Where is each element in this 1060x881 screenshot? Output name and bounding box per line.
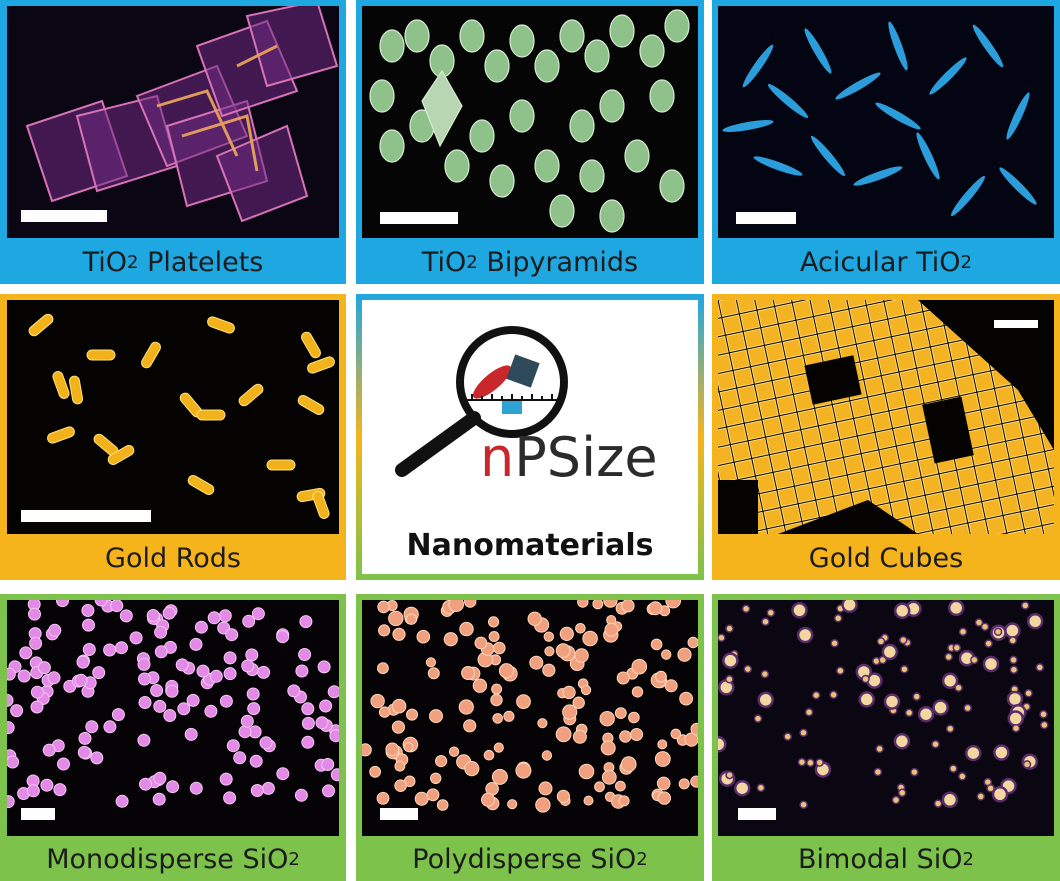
bimodal-graphic <box>718 600 1054 836</box>
platelets-graphic <box>7 6 339 238</box>
scale-bar <box>736 212 796 224</box>
scale-bar <box>21 808 55 820</box>
brand-title: Nanomaterials <box>406 528 654 563</box>
label-acicular-tio2: Acicular TiO 2 <box>800 246 972 278</box>
label-tio2-platelets: TiO 2 Platelets <box>82 246 264 278</box>
bipyramids-graphic <box>362 6 698 238</box>
tile-tio2-bipyramids: TiO 2 Bipyramids <box>356 0 704 284</box>
brand-logo-n: n <box>480 426 515 489</box>
tile-acicular-tio2: Acicular TiO 2 <box>712 0 1060 284</box>
label-gold-rods: Gold Rods <box>105 542 241 574</box>
sem-image-tio2-platelets <box>7 6 339 238</box>
monodisperse-graphic <box>7 600 339 836</box>
scale-bar <box>380 808 418 820</box>
scale-bar <box>380 212 458 224</box>
polydisperse-graphic <box>362 600 698 836</box>
label-bimodal-sio2: Bimodal SiO 2 <box>798 843 974 875</box>
scale-bar <box>21 510 151 522</box>
tile-polydisperse-sio2: Polydisperse SiO 2 <box>356 594 704 881</box>
tile-gold-rods: Gold Rods <box>0 294 346 580</box>
brand-logo-rest: PSize <box>514 426 658 489</box>
gold-cubes-graphic <box>718 300 1054 534</box>
sem-image-gold-rods <box>7 300 339 534</box>
scale-bar <box>21 210 107 222</box>
sem-image-bimodal-sio2 <box>718 600 1054 836</box>
tile-bimodal-sio2: Bimodal SiO 2 <box>712 594 1060 881</box>
scale-bar <box>738 808 776 820</box>
label-gold-cubes: Gold Cubes <box>808 542 964 574</box>
brand-tile: nPSize Nanomaterials <box>356 294 704 580</box>
tile-tio2-platelets: TiO 2 Platelets <box>0 0 346 284</box>
sem-image-acicular-tio2 <box>718 6 1054 238</box>
gold-rods-graphic <box>7 300 339 534</box>
tile-gold-cubes: Gold Cubes <box>712 294 1060 580</box>
magnifier-icon <box>395 326 568 477</box>
brand-logo-text: nPSize <box>480 428 658 488</box>
label-polydisperse-sio2: Polydisperse SiO 2 <box>412 843 648 875</box>
label-monodisperse-sio2: Monodisperse SiO 2 <box>46 843 300 875</box>
sem-image-gold-cubes <box>718 300 1054 534</box>
scale-bar <box>994 320 1038 328</box>
sem-image-monodisperse-sio2 <box>7 600 339 836</box>
tile-monodisperse-sio2: Monodisperse SiO 2 <box>0 594 346 881</box>
brand-panel: nPSize Nanomaterials <box>362 300 698 574</box>
acicular-graphic <box>718 6 1054 238</box>
sem-image-polydisperse-sio2 <box>362 600 698 836</box>
sem-image-tio2-bipyramids <box>362 6 698 238</box>
label-tio2-bipyramids: TiO 2 Bipyramids <box>421 246 639 278</box>
